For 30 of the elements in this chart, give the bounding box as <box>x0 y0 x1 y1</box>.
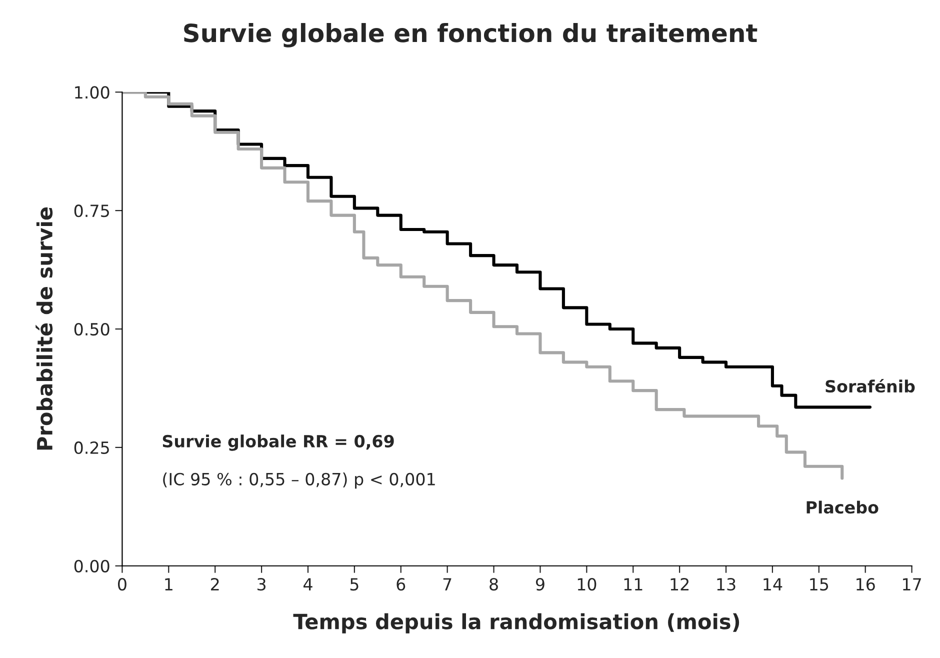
chart-title: Survie globale en fonction du traitement <box>184 23 758 48</box>
x-tick-label: 0 <box>118 578 126 591</box>
x-tick-label: 6 <box>396 578 406 591</box>
x-tick-label: 2 <box>211 578 219 590</box>
x-tick-label: 9 <box>536 578 544 591</box>
x-tick-label: 16 <box>856 578 875 591</box>
x-tick-label: 1 <box>165 578 172 590</box>
annotation: Survie globale RR = 0,69 <box>162 434 394 451</box>
x-tick-label: 4 <box>304 578 312 590</box>
x-tick-label: 8 <box>490 578 498 591</box>
x-axis-title: Temps depuis la randomisation (mois) <box>293 613 740 634</box>
x-tick-label: 5 <box>350 578 358 591</box>
x-tick-label: 15 <box>810 578 828 591</box>
y-axis-title: Probabilité de survie <box>36 207 53 450</box>
series-label: Sorafénib <box>826 378 915 393</box>
annotation: (IC 95 % : 0,55 – 0,87) p < 0,001 <box>163 472 435 489</box>
x-tick-label: 14 <box>764 578 782 590</box>
x-tick-label: 13 <box>717 578 736 591</box>
x-tick-label: 10 <box>578 578 596 591</box>
y-tick-label: 0.25 <box>74 441 109 454</box>
y-tick-label: 0.75 <box>74 204 109 218</box>
x-tick-label: 17 <box>903 578 921 590</box>
x-tick-label: 12 <box>670 578 688 590</box>
x-tick-label: 11 <box>624 578 642 590</box>
x-tick-label: 7 <box>443 578 452 590</box>
y-tick-label: 0.00 <box>74 560 110 572</box>
series-label: Placebo <box>806 500 878 514</box>
y-tick-label: 1.00 <box>75 86 110 99</box>
y-tick-label: 0.50 <box>74 322 110 336</box>
x-tick-label: 3 <box>258 578 266 591</box>
